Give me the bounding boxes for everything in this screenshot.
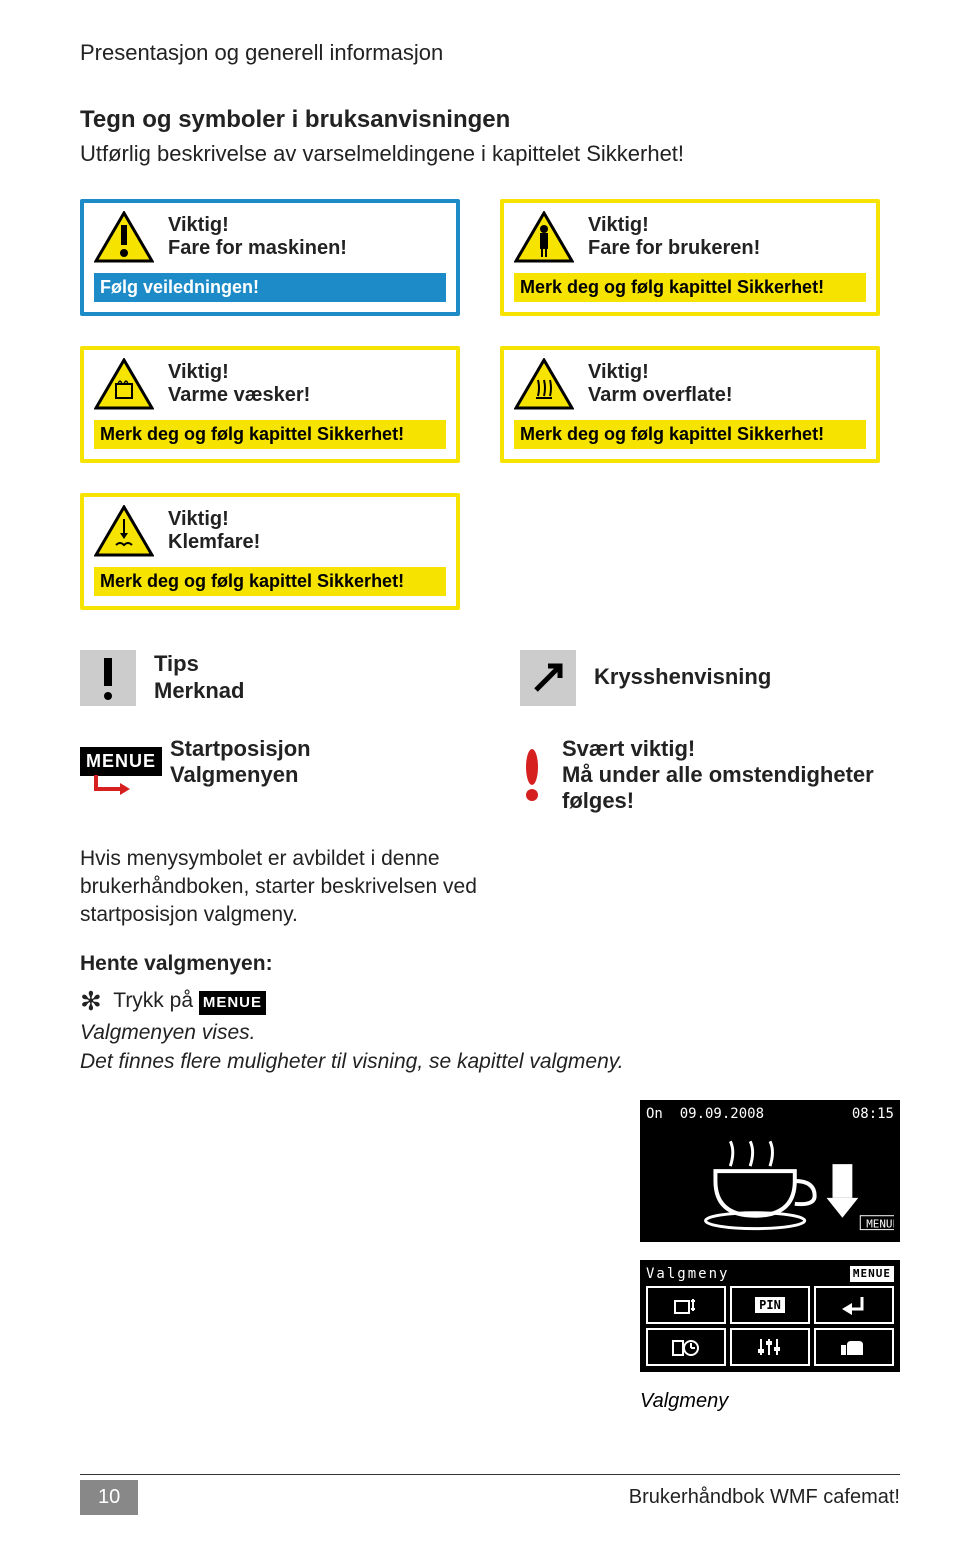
arrow-up-right-icon — [520, 650, 576, 706]
page-header: Presentasjon og generell informasjon — [80, 40, 900, 66]
warning-box-surface: Viktig! Varm overflate! Merk deg og følg… — [500, 346, 880, 463]
warning-title: Viktig! — [168, 508, 260, 531]
page-footer: 10 Brukerhåndbok WMF cafemat! — [80, 1480, 900, 1515]
info-label: Svært viktig! — [562, 736, 880, 762]
warning-box-user: Viktig! Fare for brukeren! Merk deg og f… — [500, 199, 880, 316]
exclamation-icon — [80, 650, 136, 706]
grid-cell-pin: PIN — [730, 1286, 810, 1324]
screen-date: 09.09.2008 — [680, 1106, 764, 1122]
info-row-2: MENUE Startposisjon Valgmenyen Svært vik… — [80, 736, 900, 815]
section-title: Tegn og symboler i bruksanvisningen — [80, 106, 900, 134]
warning-line: Fare for brukeren! — [588, 237, 760, 260]
warning-box-liquid: Viktig! Varme væsker! Merk deg og følg k… — [80, 346, 460, 463]
warning-line: Varme væsker! — [168, 384, 310, 407]
warning-box-pinch: Viktig! Klemfare! Merk deg og følg kapit… — [80, 493, 460, 610]
grid-cell-sliders-icon — [730, 1328, 810, 1366]
warning-sub: Følg veiledningen! — [94, 273, 446, 302]
warning-sub: Merk deg og følg kapittel Sikkerhet! — [514, 420, 866, 449]
warning-sub: Merk deg og følg kapittel Sikkerhet! — [94, 567, 446, 596]
step-text: Trykk på — [113, 989, 193, 1012]
warning-row-1: Viktig! Fare for maskinen! Følg veiledni… — [80, 199, 900, 316]
menue-badge: MENUE — [80, 747, 162, 776]
menue-badge-small: MENUE — [850, 1266, 894, 1282]
warning-title: Viktig! — [588, 361, 733, 384]
grid-cell-icon — [646, 1286, 726, 1324]
hente-step: ✻ Trykk på MENUE — [80, 984, 640, 1019]
footer-title: Brukerhåndbok WMF cafemat! — [629, 1486, 900, 1509]
warning-title: Viktig! — [588, 214, 760, 237]
hot-surface-triangle-icon — [514, 358, 574, 410]
warning-line: Fare for maskinen! — [168, 237, 347, 260]
info-label: Må under alle omstendigheter følges! — [562, 762, 880, 815]
display-screen-2: Valgmeny MENUE PIN — [640, 1260, 900, 1372]
exclamation-triangle-icon — [94, 211, 154, 263]
footer-rule — [80, 1474, 900, 1475]
info-startpos: MENUE Startposisjon Valgmenyen — [80, 736, 440, 789]
warning-title: Viktig! — [168, 214, 347, 237]
warning-sub: Merk deg og følg kapittel Sikkerhet! — [94, 420, 446, 449]
person-triangle-icon — [514, 211, 574, 263]
warning-line: Varm overflate! — [588, 384, 733, 407]
info-label: Krysshenvisning — [594, 664, 771, 690]
warning-sub: Merk deg og følg kapittel Sikkerhet! — [514, 273, 866, 302]
body-paragraph: Hvis menysymbolet er avbildet i denne br… — [80, 845, 600, 930]
info-row-1: Tips Merknad Krysshenvisning — [80, 650, 900, 706]
grid-cell-hand-icon — [814, 1328, 894, 1366]
warning-row-2: Viktig! Varme væsker! Merk deg og følg k… — [80, 346, 900, 463]
warning-row-3: Viktig! Klemfare! Merk deg og følg kapit… — [80, 493, 900, 610]
screen-time: 08:15 — [852, 1106, 894, 1122]
menu-grid: PIN — [646, 1286, 894, 1366]
section-subtitle: Utførlig beskrivelse av varselmeldingene… — [80, 140, 900, 169]
pinch-triangle-icon — [94, 505, 154, 557]
screen-title: Valgmeny — [646, 1266, 729, 1282]
screen-caption: Valgmeny — [640, 1390, 900, 1413]
menue-icon: MENUE — [80, 747, 152, 776]
screen-on: On — [646, 1106, 663, 1122]
hente-more: Det finnes flere muligheter til visning,… — [80, 1050, 624, 1073]
cup-icon: MENUE — [646, 1126, 894, 1236]
menue-badge-inline: MENUE — [199, 991, 266, 1015]
hente-title: Hente valgmenyen: — [80, 952, 273, 975]
warning-title: Viktig! — [168, 361, 310, 384]
display-screens: On 09.09.2008 08:15 MENUE Valgmeny MENUE… — [640, 1100, 900, 1413]
page-number: 10 — [80, 1480, 138, 1515]
display-screen-1: On 09.09.2008 08:15 MENUE — [640, 1100, 900, 1242]
hot-liquid-triangle-icon — [94, 358, 154, 410]
menue-text: MENUE — [866, 1218, 894, 1231]
info-crossref: Krysshenvisning — [520, 650, 880, 706]
info-label: Startposisjon — [170, 736, 311, 762]
warning-box-machine: Viktig! Fare for maskinen! Følg veiledni… — [80, 199, 460, 316]
warning-line: Klemfare! — [168, 531, 260, 554]
red-exclamation-icon — [520, 747, 544, 803]
info-important: Svært viktig! Må under alle omstendighet… — [520, 736, 880, 815]
grid-cell-back-icon — [814, 1286, 894, 1324]
grid-cell-clock-icon — [646, 1328, 726, 1366]
info-tips: Tips Merknad — [80, 650, 440, 706]
bullet-star-icon: ✻ — [80, 986, 102, 1016]
info-label: Merknad — [154, 678, 244, 704]
info-label: Valgmenyen — [170, 762, 311, 788]
info-label: Tips — [154, 651, 244, 677]
hente-result: Valgmenyen vises. — [80, 1021, 255, 1044]
